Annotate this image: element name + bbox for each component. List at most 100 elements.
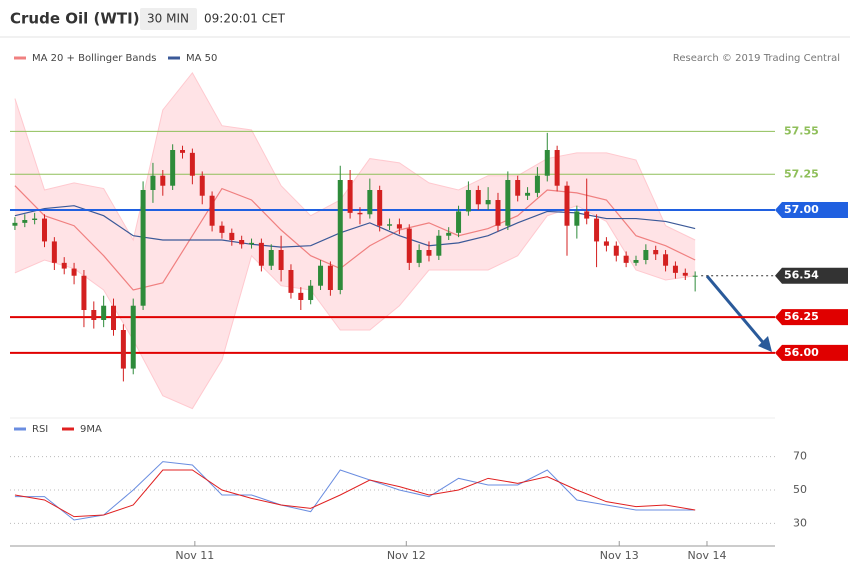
forecast-arrow [705, 275, 768, 347]
source: Research © 2019 Trading Central [673, 53, 840, 64]
interval[interactable]: 30 MIN [147, 12, 189, 26]
candle-body [505, 180, 511, 226]
candle-body [318, 265, 324, 286]
legend-label: 9MA [80, 424, 102, 435]
candle-body [150, 175, 156, 190]
candle-body [515, 180, 521, 196]
candle-body [613, 245, 619, 256]
candle-body [653, 250, 659, 255]
y-tick-label: 30 [793, 516, 807, 529]
candle-body [456, 211, 462, 233]
level-label: 57.25 [784, 167, 819, 180]
candle-body [170, 150, 176, 186]
band-upper [14, 71, 696, 242]
candle-body [189, 152, 195, 176]
candle-body [564, 185, 570, 226]
candle-body [101, 305, 107, 320]
candle-body [357, 212, 363, 215]
candle-body [160, 175, 166, 186]
x-tick-label: Nov 14 [687, 549, 726, 562]
indicator-line [14, 461, 696, 521]
candle-body [387, 224, 393, 226]
candle-body [377, 190, 383, 226]
candle-body [682, 272, 688, 276]
candle-body [485, 200, 491, 205]
y-tick-label: 50 [793, 483, 807, 496]
candle-body [180, 150, 186, 153]
candle-body [258, 242, 264, 266]
candle-body [347, 180, 353, 213]
indicator-line [14, 469, 696, 518]
candle-body [140, 190, 146, 306]
candle-body [584, 211, 590, 219]
x-tick-label: Nov 13 [600, 549, 639, 562]
candle-body [71, 268, 77, 276]
level-tag [775, 344, 848, 361]
candle-body [268, 250, 274, 266]
candle-body [298, 292, 304, 300]
instrument-title: Crude Oil (WTI) [10, 10, 140, 28]
moving-average [14, 205, 696, 248]
candle-body [288, 270, 294, 293]
candle-body [22, 220, 28, 223]
candle-body [594, 218, 600, 242]
moving-average [14, 185, 696, 291]
candle-body [308, 285, 314, 300]
candle-body [209, 195, 215, 226]
candle-body [525, 192, 531, 196]
candle-body [574, 211, 580, 226]
candle-body [406, 228, 412, 263]
candle-body [130, 305, 136, 369]
candle-body [396, 224, 402, 229]
candle-body [42, 218, 48, 242]
candle-body [229, 232, 235, 240]
candle-body [278, 250, 284, 270]
candle-body [416, 250, 422, 263]
time: 09:20:01 CET [204, 12, 286, 26]
interval-box[interactable] [140, 8, 197, 30]
candle-body [120, 330, 126, 369]
level-label: 57.55 [784, 124, 819, 137]
candle-body [663, 254, 669, 266]
legend-label: MA 50 [186, 53, 217, 64]
candle-body [367, 190, 373, 215]
candle-body [534, 175, 540, 193]
candle-body [111, 305, 117, 330]
candle-body [337, 180, 343, 290]
x-tick-label: Nov 12 [387, 549, 426, 562]
candle-body [51, 241, 57, 263]
candle-body [199, 175, 205, 196]
candle-body [643, 250, 649, 260]
y-tick-label: 70 [793, 450, 807, 463]
candle-body [91, 310, 97, 320]
level-tag [775, 267, 848, 284]
candle-body [672, 265, 678, 273]
candle-body [249, 242, 255, 245]
candle-body [239, 240, 245, 245]
candle-body [426, 250, 432, 256]
level-tag [775, 309, 848, 326]
level-label: 56.00 [784, 346, 819, 359]
candle-body [32, 218, 38, 220]
candle-body [692, 275, 698, 277]
candle-body [544, 150, 550, 176]
legend-label: RSI [32, 424, 48, 435]
candle-body [219, 225, 225, 233]
level-tag [775, 202, 848, 218]
candle-body [81, 275, 87, 310]
candle-body [327, 265, 333, 290]
candle-body [633, 260, 639, 263]
candle-body [446, 232, 452, 236]
candle-body [436, 235, 442, 256]
candle-body [623, 255, 629, 263]
candle-body [61, 262, 67, 269]
bollinger-band [14, 72, 696, 409]
band-lower [14, 205, 696, 410]
x-tick-label: Nov 11 [175, 549, 214, 562]
candle-body [603, 241, 609, 246]
candle-body [554, 150, 560, 186]
candle-body [12, 222, 18, 226]
candle-body [475, 190, 481, 205]
candle-body [465, 190, 471, 212]
